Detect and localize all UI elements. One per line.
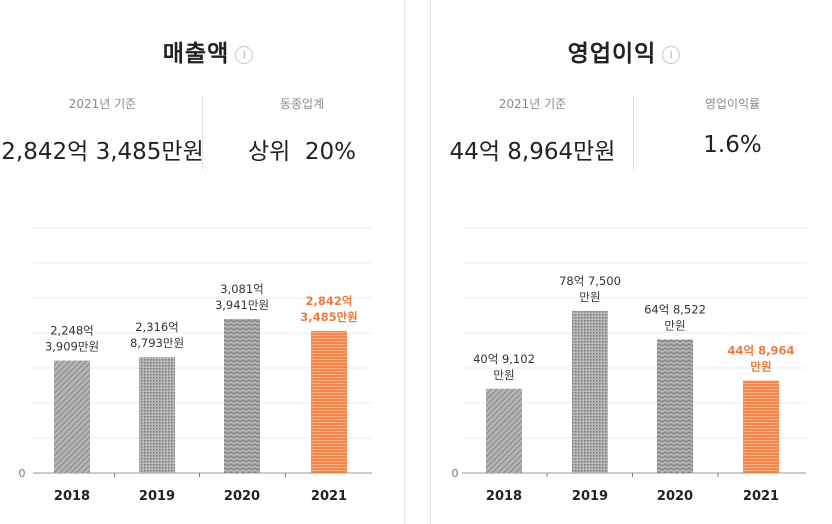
- data-label: 만원: [579, 290, 600, 304]
- data-label: 만원: [493, 368, 514, 382]
- data-label: 2,248억: [50, 324, 94, 338]
- data-label: 44억 8,964: [728, 344, 795, 358]
- x-tick-label: 2019: [139, 489, 175, 504]
- panel-divider: [404, 0, 405, 524]
- revenue-title: 매출액: [162, 41, 230, 67]
- bar-2018: [486, 388, 522, 473]
- bar-2019: [139, 357, 175, 473]
- stat-separator: [633, 95, 634, 170]
- data-label: 만원: [750, 360, 771, 374]
- profit-bar-chart: 0 2018 40억 9,102 만원 2019 78억 7,500 만원 2020 64억 8…: [452, 227, 806, 504]
- data-label: 3,081억: [220, 282, 264, 296]
- x-tick-label: 2018: [486, 489, 522, 504]
- x-tick-label: 2020: [224, 489, 260, 504]
- bar-2019: [572, 310, 608, 473]
- revenue-base-stat: 2021년 기준 2,842억 3,485만원: [0, 95, 205, 166]
- data-label: 3,941만원: [215, 298, 269, 312]
- revenue-panel: 매출액 i 2021년 기준 2,842억 3,485만원 동종업계 상위 20%…: [0, 34, 416, 504]
- stat-value: 44억 8,964만원: [449, 139, 616, 165]
- stat-label: 영업이익률: [704, 97, 761, 111]
- panel-divider: [430, 0, 431, 524]
- revenue-bar-chart: 0 2018 2,248억 3,909만원 2019 2,316억 8,793만원 2020 3…: [19, 227, 372, 504]
- data-label: 64억 8,522: [644, 302, 706, 316]
- data-label: 78억 7,500: [559, 274, 621, 288]
- revenue-title-row: 매출액 i: [0, 34, 416, 68]
- stat-value: 2,842억 3,485만원: [1, 139, 204, 165]
- profit-title-row: 영업이익 i: [416, 34, 832, 68]
- info-icon[interactable]: i: [235, 46, 254, 64]
- stat-label: 2021년 기준: [498, 97, 567, 111]
- info-icon[interactable]: i: [662, 46, 681, 64]
- x-tick-label: 2021: [743, 489, 779, 504]
- data-label: 3,909만원: [45, 340, 99, 354]
- bar-2020: [224, 318, 260, 473]
- data-label: 만원: [664, 318, 685, 332]
- x-tick-label: 2019: [572, 489, 608, 504]
- y-tick-label: 0: [19, 467, 26, 480]
- x-tick-label: 2020: [657, 489, 693, 504]
- stat-label: 동종업계: [279, 97, 325, 111]
- profit-margin-stat: 영업이익률 1.6%: [633, 95, 832, 158]
- y-tick-label: 0: [452, 467, 459, 480]
- data-label: 2,316억: [135, 320, 179, 334]
- stat-value: 1.6%: [703, 132, 762, 158]
- stat-label: 2021년 기준: [68, 97, 137, 111]
- x-tick-label: 2018: [54, 489, 90, 504]
- industry-rank-stat: 동종업계 상위 20%: [202, 95, 402, 166]
- data-label: 40억 9,102: [473, 352, 535, 366]
- profit-base-stat: 2021년 기준 44억 8,964만원: [431, 95, 634, 166]
- data-label: 3,485만원: [300, 310, 358, 324]
- bar-2020: [657, 339, 693, 473]
- bar-2021: [311, 330, 347, 473]
- x-tick-label: 2021: [311, 489, 347, 504]
- profit-title: 영업이익: [567, 41, 657, 67]
- bar-2018: [54, 360, 90, 473]
- data-label: 2,842억: [306, 294, 353, 308]
- bar-2021: [743, 380, 779, 473]
- stat-value: 상위 20%: [247, 139, 357, 165]
- stat-separator: [202, 95, 203, 170]
- data-label: 8,793만원: [130, 336, 184, 350]
